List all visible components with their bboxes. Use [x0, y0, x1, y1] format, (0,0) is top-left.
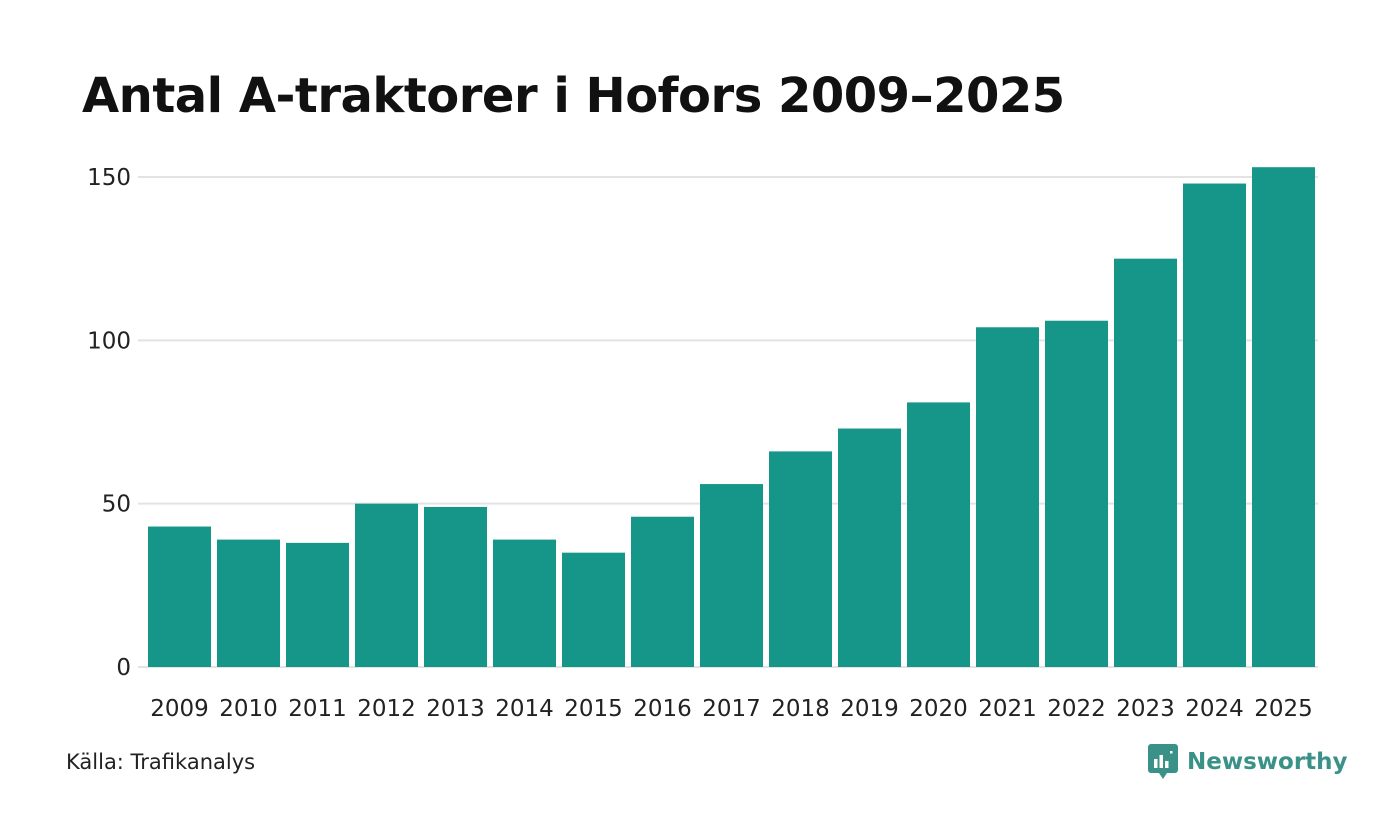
x-tick-label: 2023	[1116, 696, 1175, 722]
x-tick-label: 2012	[357, 696, 416, 722]
x-tick-label: 2025	[1254, 696, 1313, 722]
bar-2009	[148, 526, 211, 667]
x-tick-label: 2021	[978, 696, 1037, 722]
x-tick-label: 2017	[702, 696, 761, 722]
bar-2021	[976, 327, 1039, 667]
x-axis-ticks: 2009 2010 2011 2012 2013 2014 2015 2016 2017 2018…	[150, 696, 1313, 722]
x-tick-label: 2010	[219, 696, 278, 722]
bar-2015	[562, 552, 625, 667]
x-tick-label: 2013	[426, 696, 485, 722]
bar-2017	[700, 484, 763, 667]
x-tick-label: 2022	[1047, 696, 1106, 722]
bar-2023	[1114, 258, 1177, 667]
x-tick-label: 2019	[840, 696, 899, 722]
bar-2018	[769, 451, 832, 667]
brand-logo: Newsworthy	[1148, 744, 1348, 780]
bar-2012	[355, 503, 418, 667]
bar-2016	[631, 516, 694, 667]
y-tick-label: 150	[87, 165, 131, 191]
bar-2020	[907, 402, 970, 667]
bar-2025	[1252, 167, 1315, 667]
x-tick-label: 2020	[909, 696, 968, 722]
bar-2013	[424, 506, 487, 667]
x-tick-label: 2018	[771, 696, 830, 722]
bar-2011	[286, 542, 349, 667]
x-tick-label: 2011	[288, 696, 347, 722]
bar-2024	[1183, 183, 1246, 668]
bar-2010	[217, 539, 280, 667]
bar-2019	[838, 428, 901, 667]
x-tick-label: 2014	[495, 696, 554, 722]
bars	[148, 167, 1315, 668]
x-tick-label: 2016	[633, 696, 692, 722]
y-tick-label: 0	[116, 655, 131, 681]
x-tick-label: 2024	[1185, 696, 1244, 722]
bar-2014	[493, 539, 556, 667]
bar-2022	[1045, 320, 1108, 667]
y-tick-label: 100	[87, 328, 131, 354]
x-tick-label: 2015	[564, 696, 623, 722]
newsworthy-logo-icon	[1148, 744, 1178, 779]
source-credit: Källa: Trafikanalys	[66, 750, 256, 774]
chart-title: Antal A-traktorer i Hofors 2009–2025	[82, 68, 1065, 124]
x-tick-label: 2009	[150, 696, 209, 722]
y-axis-ticks: 0 50 100 150	[87, 165, 131, 681]
brand-name: Newsworthy	[1187, 749, 1348, 775]
y-tick-label: 50	[102, 492, 131, 518]
